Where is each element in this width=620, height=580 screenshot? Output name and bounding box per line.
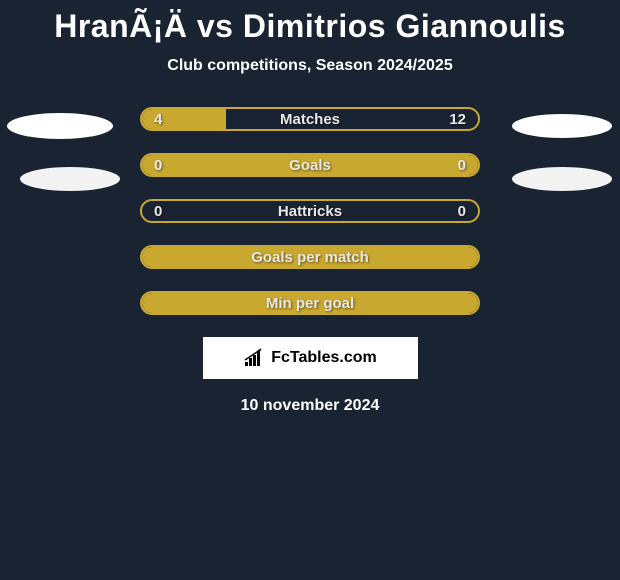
player-left-oval-1 (7, 113, 113, 139)
stat-label: Goals per match (142, 249, 478, 266)
stats-container: 4 Matches 12 0 Goals 0 0 Hattricks 0 Goa… (0, 107, 620, 415)
player-left-oval-2 (20, 167, 120, 191)
date-text: 10 november 2024 (0, 397, 620, 415)
stat-right-value: 0 (458, 203, 466, 220)
stat-row-goals: 0 Goals 0 (140, 153, 480, 177)
stat-row-goals-per-match: Goals per match (140, 245, 480, 269)
stat-label: Matches (142, 111, 478, 128)
player-right-oval-1 (512, 114, 612, 138)
stat-row-matches: 4 Matches 12 (140, 107, 480, 131)
page-title: HranÃ¡Ä vs Dimitrios Giannoulis (0, 8, 620, 45)
stat-label: Goals (142, 157, 478, 174)
header: HranÃ¡Ä vs Dimitrios Giannoulis Club com… (0, 0, 620, 75)
stat-right-value: 0 (458, 157, 466, 174)
player-right-oval-2 (512, 167, 612, 191)
stat-row-min-per-goal: Min per goal (140, 291, 480, 315)
logo-box[interactable]: FcTables.com (203, 337, 418, 379)
stat-row-hattricks: 0 Hattricks 0 (140, 199, 480, 223)
bar-chart-icon (243, 348, 267, 368)
logo-text: FcTables.com (271, 349, 377, 367)
stat-label: Hattricks (142, 203, 478, 220)
stat-right-value: 12 (449, 111, 466, 128)
logo-content: FcTables.com (243, 348, 377, 368)
page-subtitle: Club competitions, Season 2024/2025 (0, 57, 620, 75)
stat-label: Min per goal (142, 295, 478, 312)
